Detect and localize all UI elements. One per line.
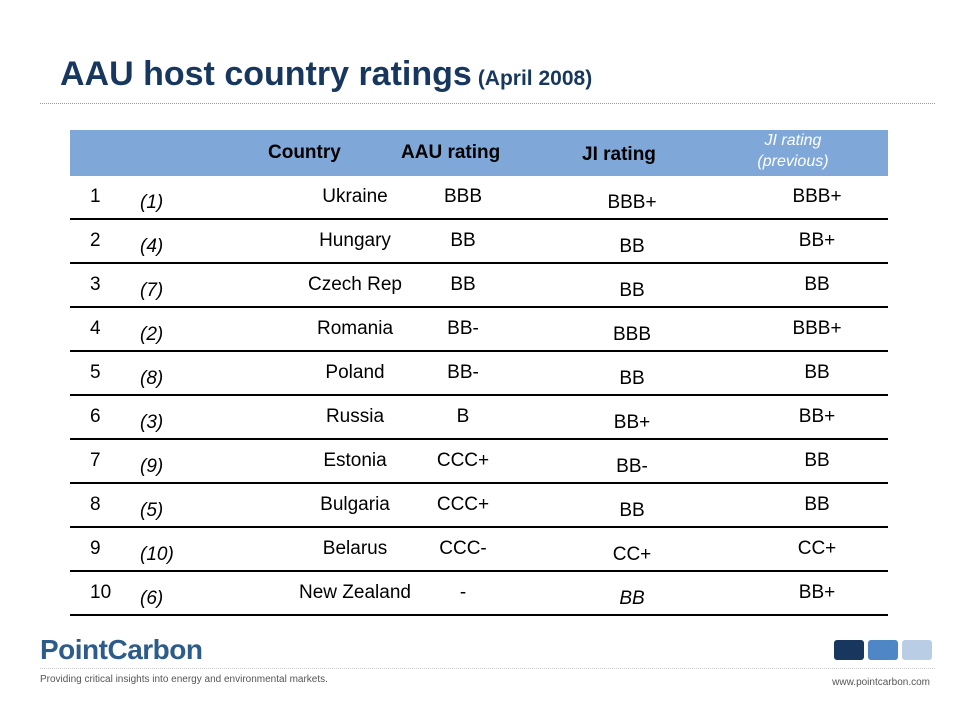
rank-cell: 3: [90, 274, 101, 295]
aau-rating-cell: BB: [450, 230, 476, 251]
rank-cell: 6: [90, 406, 101, 427]
previous-rank-cell: (1): [140, 192, 164, 213]
header-ji-rating-previous: JI rating (previous): [738, 130, 848, 172]
table-row: 4 (2) Romania BB- BBB BBB+: [70, 308, 888, 352]
table-row: 8 (5) Bulgaria CCC+ BB BB: [70, 484, 888, 528]
row-divider: [70, 218, 888, 220]
rank-cell: 4: [90, 318, 101, 339]
aau-rating-cell: CCC+: [436, 450, 490, 471]
row-divider: [70, 350, 888, 352]
ji-rating-previous-cell: BB: [804, 362, 830, 383]
previous-rank-cell: (5): [140, 500, 164, 521]
ji-rating-cell: BB+: [613, 412, 651, 433]
table-header: Country AAU rating JI rating JI rating (…: [70, 130, 888, 176]
previous-rank-cell: (10): [140, 544, 174, 565]
header-ji-rating: JI rating: [582, 144, 656, 165]
aau-rating-cell: B: [456, 406, 470, 427]
aau-rating-cell: BBB: [443, 186, 483, 207]
aau-rating-cell: BB-: [447, 362, 479, 383]
table-row: 2 (4) Hungary BB BB BB+: [70, 220, 888, 264]
row-divider: [70, 394, 888, 396]
rank-cell: 5: [90, 362, 101, 383]
row-divider: [70, 526, 888, 528]
ji-rating-cell: BB: [619, 368, 645, 389]
previous-rank-cell: (4): [140, 236, 164, 257]
ji-rating-cell: BB: [619, 236, 645, 257]
table-row: 10 (6) New Zealand - BB BB+: [70, 572, 888, 616]
aau-rating-cell: BB-: [447, 318, 479, 339]
country-cell: Estonia: [323, 450, 387, 471]
country-cell: Russia: [325, 406, 385, 427]
aau-rating-cell: -: [459, 582, 467, 603]
ji-rating-previous-cell: BBB+: [792, 186, 842, 207]
table-row: 3 (7) Czech Rep BB BB BB: [70, 264, 888, 308]
row-divider: [70, 306, 888, 308]
country-cell: Bulgaria: [320, 494, 390, 515]
footer-divider: [40, 668, 935, 669]
ji-rating-previous-cell: CC+: [797, 538, 837, 559]
slide-title-main: AAU host country ratings: [60, 55, 472, 93]
table-row: 9 (10) Belarus CCC- CC+ CC+: [70, 528, 888, 572]
ji-rating-cell: BB-: [616, 456, 648, 477]
aau-rating-cell: BB: [450, 274, 476, 295]
brand-square-light: [902, 640, 932, 660]
aau-rating-cell: CCC-: [439, 538, 487, 559]
previous-rank-cell: (7): [140, 280, 164, 301]
ji-rating-cell: BBB: [612, 324, 652, 345]
header-aau-rating: AAU rating: [401, 142, 501, 163]
ji-rating-previous-cell: BB+: [798, 230, 836, 251]
rank-cell: 9: [90, 538, 101, 559]
ji-rating-cell: BBB+: [607, 192, 657, 213]
table-row: 1 (1) Ukraine BBB BBB+ BBB+: [70, 176, 888, 220]
table-row: 5 (8) Poland BB- BB BB: [70, 352, 888, 396]
ji-rating-previous-cell: BB+: [798, 582, 836, 603]
previous-rank-cell: (3): [140, 412, 164, 433]
rank-cell: 2: [90, 230, 101, 251]
previous-rank-cell: (6): [140, 588, 164, 609]
title-divider: [40, 103, 935, 104]
rank-cell: 7: [90, 450, 101, 471]
previous-rank-cell: (2): [140, 324, 164, 345]
header-ji-prev-line1: JI rating: [764, 132, 822, 149]
ji-rating-cell: CC+: [612, 544, 652, 565]
ji-rating-previous-cell: BBB+: [792, 318, 842, 339]
previous-rank-cell: (9): [140, 456, 164, 477]
ji-rating-previous-cell: BB: [804, 494, 830, 515]
rank-cell: 1: [90, 186, 101, 207]
ji-rating-cell: BB: [619, 500, 645, 521]
table-row: 6 (3) Russia B BB+ BB+: [70, 396, 888, 440]
country-cell: Romania: [316, 318, 394, 339]
ji-rating-cell: BB: [619, 280, 645, 301]
rank-cell: 8: [90, 494, 101, 515]
country-cell: Ukraine: [322, 186, 388, 207]
row-divider: [70, 482, 888, 484]
row-divider: [70, 262, 888, 264]
country-cell: Czech Rep: [308, 274, 402, 295]
row-divider: [70, 570, 888, 572]
aau-rating-cell: CCC+: [436, 494, 490, 515]
row-divider: [70, 614, 888, 616]
rank-cell: 10: [90, 582, 112, 603]
table-row: 7 (9) Estonia CCC+ BB- BB: [70, 440, 888, 484]
slide-title-sub: (April 2008): [477, 67, 593, 90]
country-cell: Hungary: [319, 230, 391, 251]
country-cell: Belarus: [322, 538, 388, 559]
footer-tagline: Providing critical insights into energy …: [40, 674, 328, 685]
country-cell: Poland: [325, 362, 385, 383]
country-cell: New Zealand: [299, 582, 411, 603]
ji-rating-previous-cell: BB+: [798, 406, 836, 427]
ji-rating-previous-cell: BB: [804, 274, 830, 295]
slide-title: AAU host country ratings (April 2008): [60, 55, 592, 94]
pointcarbon-logo: PointCarbon: [40, 634, 203, 665]
row-divider: [70, 438, 888, 440]
ji-rating-cell: BB: [619, 588, 645, 609]
brand-square-mid: [868, 640, 898, 660]
previous-rank-cell: (8): [140, 368, 164, 389]
header-country: Country: [268, 142, 341, 163]
header-ji-prev-line2: (previous): [757, 153, 829, 170]
brand-square-dark: [834, 640, 864, 660]
footer-url: www.pointcarbon.com: [832, 677, 930, 688]
ji-rating-previous-cell: BB: [804, 450, 830, 471]
